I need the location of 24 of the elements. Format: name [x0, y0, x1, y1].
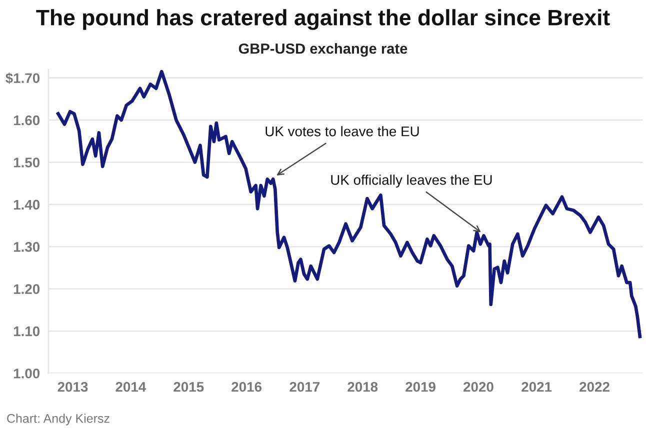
text: Chart: Andy Kiersz	[7, 414, 110, 426]
y-tick-label: 1.00	[14, 368, 40, 378]
x-tick-label: 2014	[116, 382, 146, 392]
chart-subtitle: GBP-USD exchange rate	[238, 43, 408, 57]
x-tick-label: 2018	[348, 382, 378, 392]
y-tick-label: 1.60	[14, 115, 40, 126]
y-tick-label: 1.10	[14, 326, 40, 336]
x-tick-label: 2017	[290, 382, 320, 392]
x-tick-label: 2015	[174, 382, 204, 392]
x-tick-label: 2016	[232, 382, 262, 392]
x-tick-label: 2013	[58, 382, 88, 392]
y-tick-label: $1.70	[6, 72, 40, 84]
x-tick-label: 2021	[522, 382, 552, 392]
y-tick-label: 1.50	[14, 158, 40, 168]
x-tick-label: 2019	[406, 382, 436, 392]
annotation: UK officially leaves the EU	[331, 174, 492, 188]
line-series	[56, 70, 642, 338]
chart-title: The pound has cratered against the dollar since Brexit	[36, 9, 610, 30]
y-tick-label: 1.20	[14, 284, 40, 294]
y-tick-label: 1.40	[14, 200, 40, 210]
x-tick-label: 2020	[464, 382, 494, 392]
y-tick-label: 1.30	[14, 242, 40, 252]
x-tick-label: 2022	[580, 382, 610, 392]
annotation: UK votes to leave the EU	[266, 126, 419, 136]
